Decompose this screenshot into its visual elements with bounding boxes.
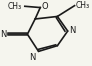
Text: N: N xyxy=(30,53,36,62)
Text: CH₃: CH₃ xyxy=(8,2,22,11)
Text: CH₃: CH₃ xyxy=(75,1,90,10)
Text: O: O xyxy=(42,2,49,11)
Text: N: N xyxy=(0,30,7,39)
Text: N: N xyxy=(69,26,76,35)
